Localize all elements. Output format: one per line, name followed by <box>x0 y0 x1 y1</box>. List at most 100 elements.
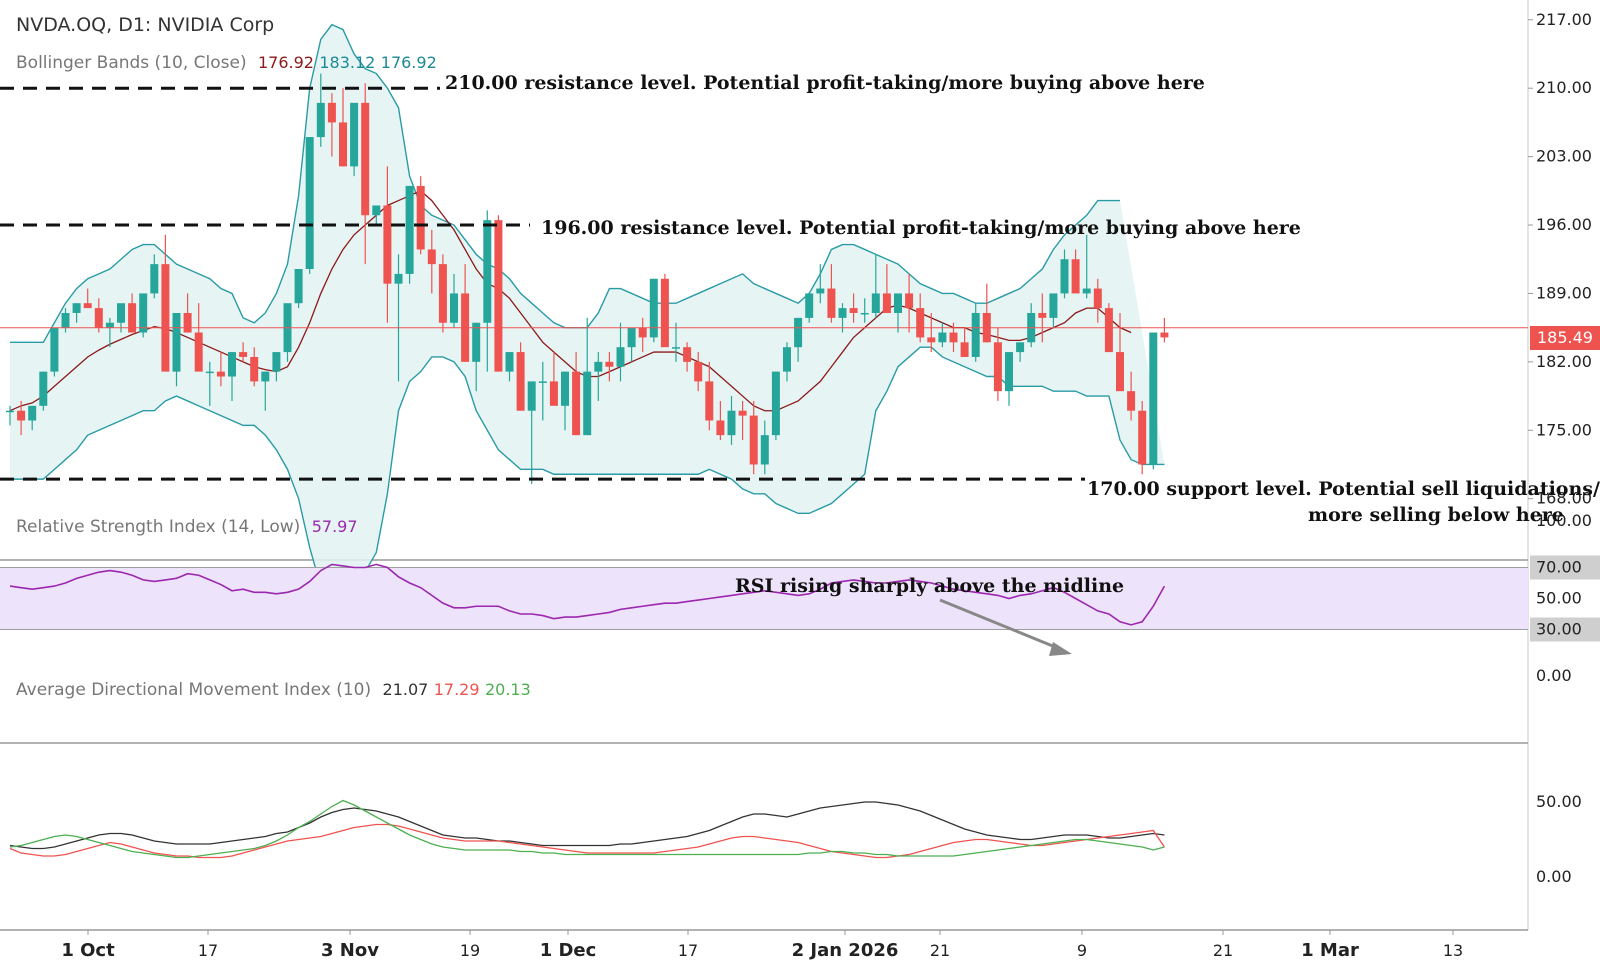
candle-body <box>483 220 492 323</box>
candle <box>383 166 392 323</box>
candle <box>638 317 647 353</box>
candle <box>1116 312 1124 392</box>
candle-body <box>305 137 314 269</box>
candle-body <box>549 381 558 406</box>
candle <box>960 327 969 357</box>
rsi-level-tag-bg <box>1530 555 1600 580</box>
candle <box>450 273 458 328</box>
candle-body <box>294 269 303 304</box>
candle-body <box>1149 332 1158 465</box>
candle-body <box>1127 391 1136 411</box>
candle <box>105 317 114 348</box>
candle <box>672 322 680 362</box>
candle-body <box>638 327 647 338</box>
time-tick-label: 17 <box>198 941 218 960</box>
candle-body <box>949 332 958 343</box>
rsi-name: Relative Strength Index (14, Low) <box>16 517 301 537</box>
candle-body <box>727 410 736 436</box>
time-tick-label: 19 <box>460 941 480 960</box>
price-tick-label: 189.00 <box>1536 283 1592 302</box>
candle-body <box>672 347 680 349</box>
candle <box>827 264 836 323</box>
candle-body <box>1060 259 1069 294</box>
rsi-arrow-head <box>1049 642 1072 656</box>
candle-body <box>316 102 325 138</box>
candle-body <box>694 361 703 382</box>
candle-body <box>938 332 947 343</box>
candle-body <box>194 332 203 372</box>
candle-body <box>716 420 725 436</box>
candle <box>72 303 81 323</box>
candle <box>738 400 747 441</box>
candle-body <box>572 371 581 436</box>
candle-body <box>94 308 103 328</box>
candle-body <box>117 303 125 323</box>
candle <box>17 400 26 436</box>
candle-body <box>228 352 236 377</box>
candle-body <box>760 435 769 465</box>
candle-body <box>816 288 825 294</box>
candle-body <box>871 293 880 313</box>
adx-indicator-label: Average Directional Movement Index (10) … <box>16 680 531 700</box>
candle <box>971 303 980 362</box>
candle <box>39 371 48 411</box>
candle-body <box>993 342 1002 392</box>
candle-body <box>216 371 225 377</box>
candle-body <box>660 278 669 348</box>
candle <box>194 303 203 372</box>
price-tick-label: 210.00 <box>1536 78 1592 97</box>
time-tick-label: 13 <box>1443 941 1463 960</box>
candle-body <box>250 356 259 382</box>
rsi-indicator-label: Relative Strength Index (14, Low) 57.97 <box>16 517 358 537</box>
candle <box>416 176 425 255</box>
candle-body <box>6 410 14 413</box>
candle <box>161 234 170 372</box>
candle <box>183 293 192 333</box>
candle-body <box>1038 312 1047 318</box>
candle <box>561 371 569 431</box>
candle-body <box>1138 410 1147 465</box>
time-tick-label: 2 Jan 2026 <box>792 940 899 961</box>
candle-body <box>39 371 48 406</box>
price-tick-label: 203.00 <box>1536 147 1592 166</box>
candle <box>294 269 303 309</box>
candle-body <box>350 102 359 167</box>
candle <box>616 322 625 382</box>
price-tick-label: 168.00 <box>1536 489 1592 508</box>
bb-upper-value: 183.12 <box>319 53 376 72</box>
bb-name: Bollinger Bands (10, Close) <box>16 53 247 73</box>
rsi-tick-label: 70.00 <box>1536 558 1582 577</box>
candle <box>805 293 814 323</box>
candle-body <box>1116 352 1124 392</box>
candle-body <box>339 122 347 167</box>
candle-body <box>438 264 447 323</box>
candle-body <box>561 371 569 406</box>
candle-body <box>805 293 814 318</box>
candle <box>205 361 214 406</box>
candle <box>1071 249 1080 294</box>
candle <box>61 308 70 333</box>
candle-body <box>394 273 403 284</box>
candle <box>250 347 259 387</box>
current-price-tag: 185.49 <box>1530 326 1600 350</box>
candle-body <box>416 185 425 250</box>
candle-body <box>50 327 59 372</box>
candle <box>1093 278 1102 323</box>
candle-body <box>105 322 114 328</box>
candle-body <box>128 303 137 333</box>
candle <box>327 93 336 157</box>
bollinger-lower-line <box>10 346 1165 598</box>
candle <box>83 288 92 309</box>
candle-body <box>605 361 614 367</box>
candle-body <box>372 205 381 216</box>
candle <box>583 317 592 436</box>
candle <box>150 254 159 299</box>
candle-body <box>1160 332 1169 338</box>
candle <box>172 312 181 387</box>
bollinger-band-fill <box>10 24 1165 597</box>
candle-body <box>361 102 370 216</box>
candle-body <box>450 293 458 323</box>
candle <box>527 381 536 485</box>
candle-body <box>83 303 92 309</box>
